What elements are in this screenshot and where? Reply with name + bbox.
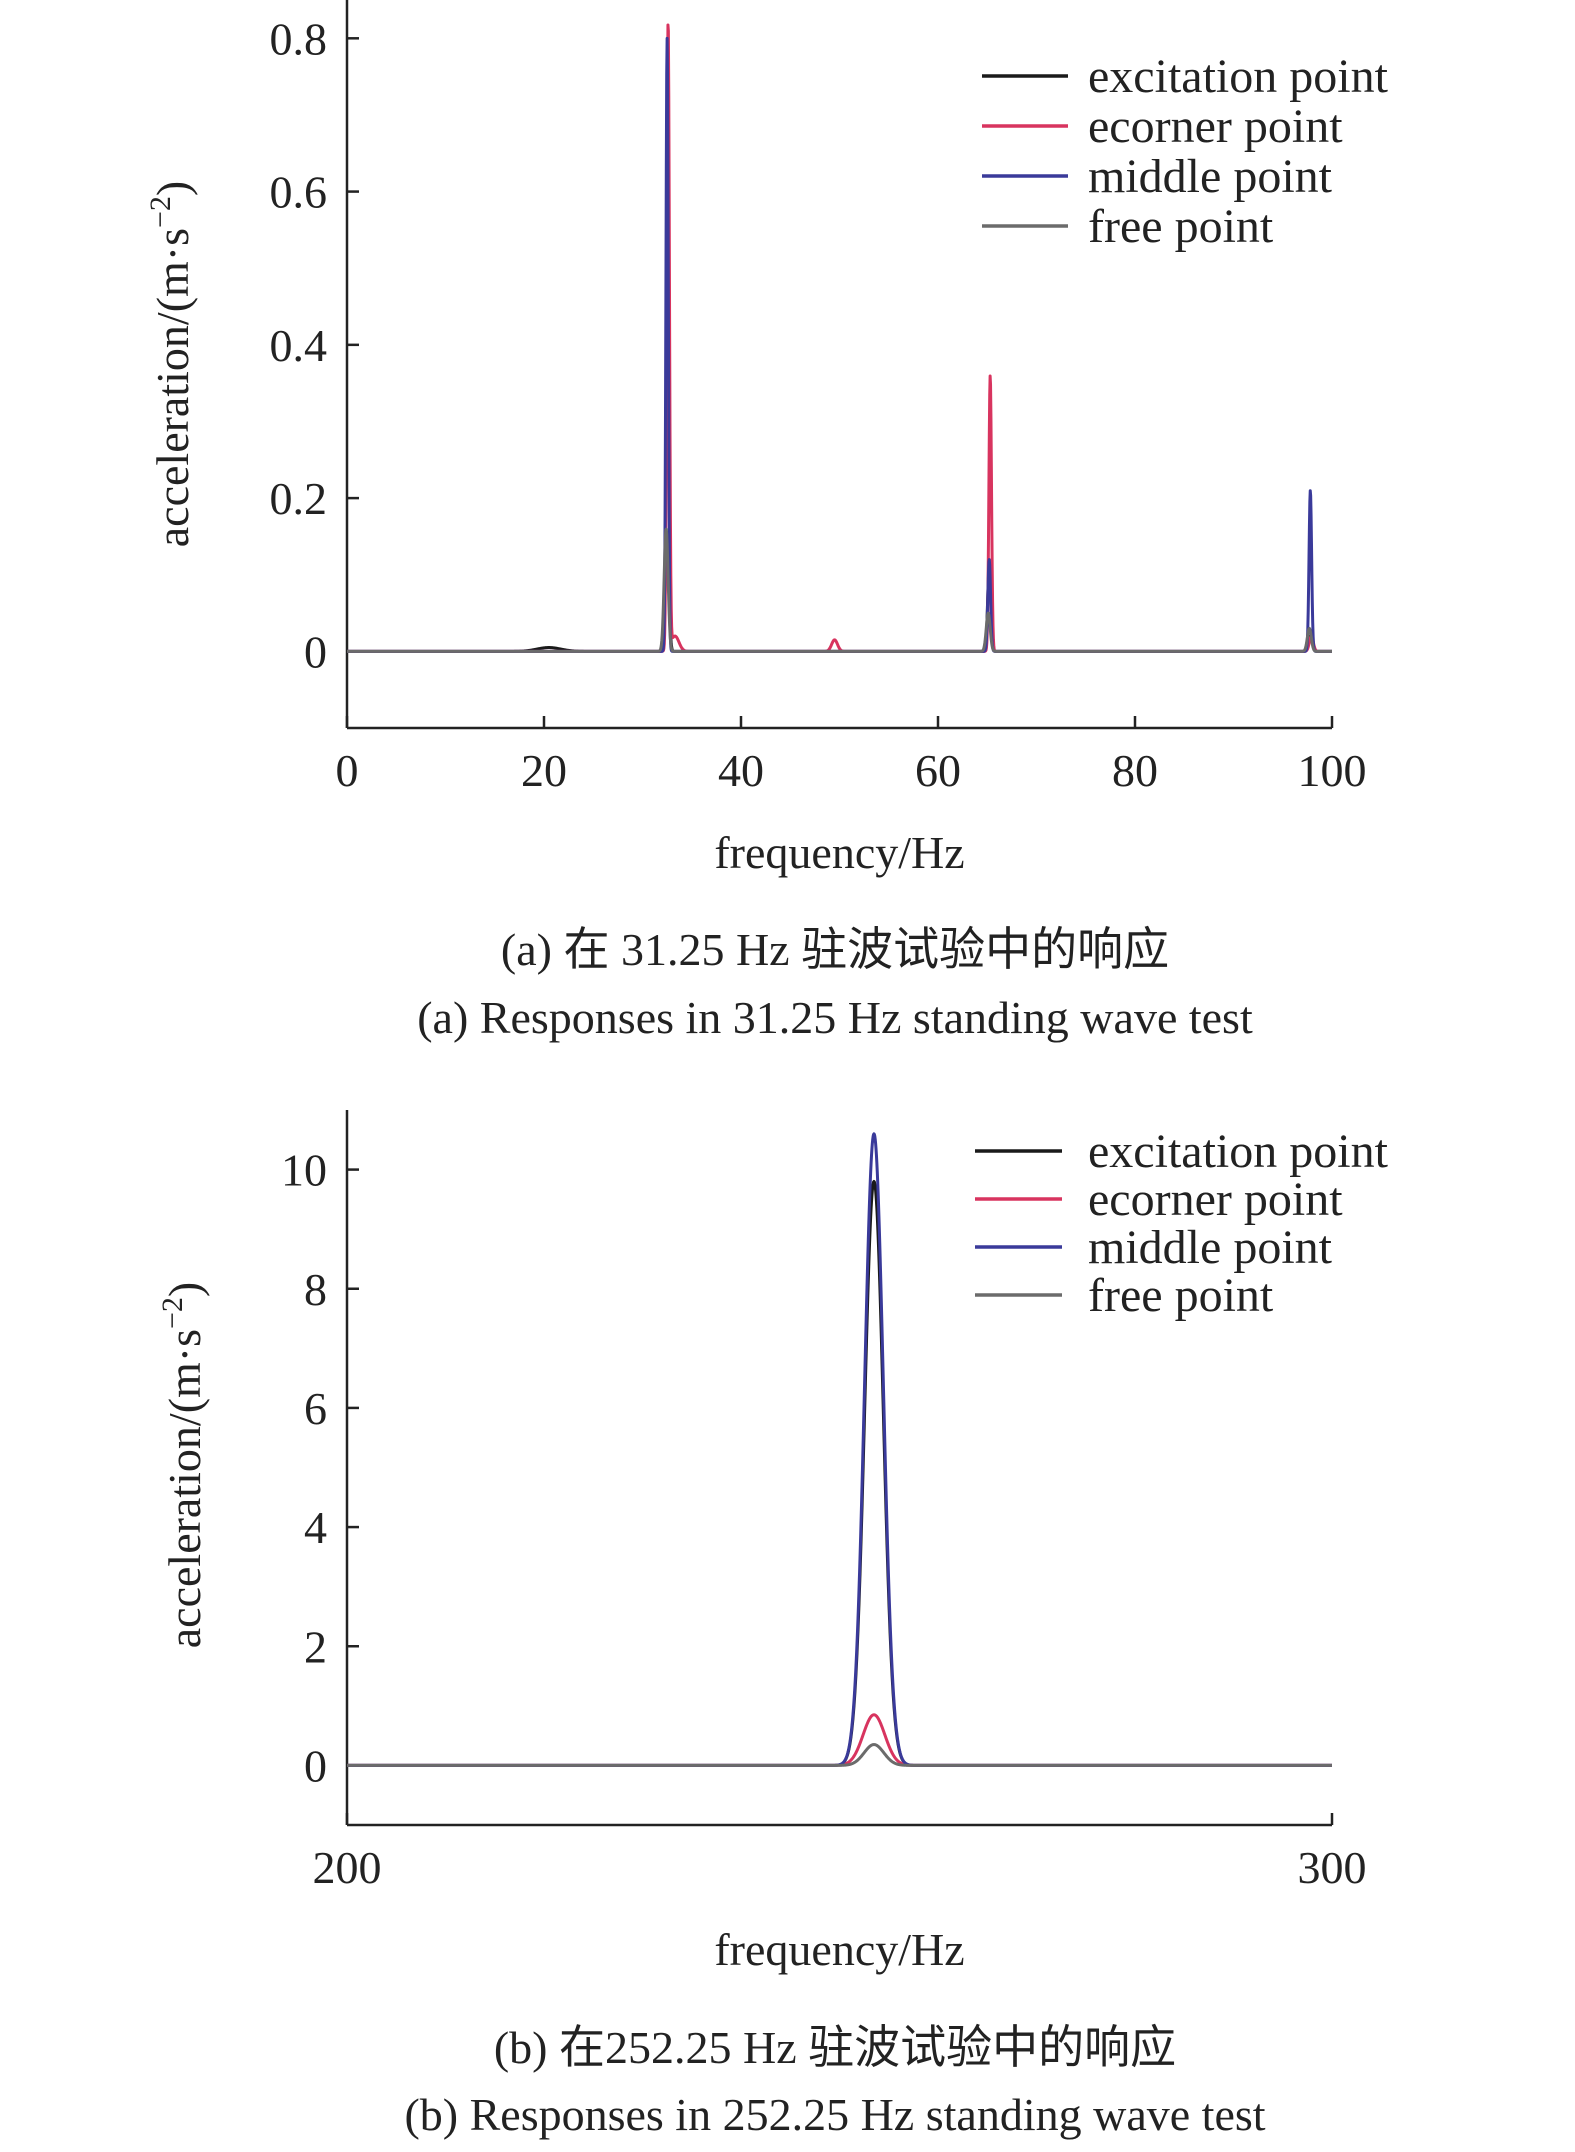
y-tick-label: 8 — [304, 1264, 327, 1315]
y-axis-label: acceleration/(m·s−2) — [156, 1282, 210, 1649]
series-line-ecorner-point — [345, 1713, 1334, 1767]
y-tick-label: 0.4 — [270, 320, 328, 371]
caption-en: (b) Responses in 252.25 Hz standing wave… — [404, 2089, 1265, 2140]
legend-label: ecorner point — [1088, 1173, 1343, 1226]
x-tick-label: 100 — [1298, 745, 1367, 796]
series-line-free-point — [345, 527, 1334, 653]
legend-label: free point — [1088, 200, 1274, 253]
x-axis-label: frequency/Hz — [714, 1924, 964, 1975]
legend-label: middle point — [1088, 1221, 1333, 1274]
chart-a: 0 0.2 0.4 0.6 0.8 0 20 40 60 80 100 excitation poin… — [144, 0, 1389, 1043]
caption-cn: (b) 在252.25 Hz 驻波试验中的响应 — [494, 2022, 1176, 2073]
series-line-excitation-point — [345, 534, 1334, 653]
y-tick-label: 0 — [304, 626, 327, 677]
x-tick-label: 300 — [1298, 1842, 1367, 1893]
y-tick-label: 0 — [304, 1740, 327, 1791]
caption-cn: (a) 在 31.25 Hz 驻波试验中的响应 — [501, 924, 1169, 975]
x-tick-label: 80 — [1112, 745, 1158, 796]
x-tick-label: 60 — [915, 745, 961, 796]
legend-label: ecorner point — [1088, 100, 1343, 153]
x-tick-label: 40 — [718, 745, 764, 796]
y-tick-label: 10 — [281, 1145, 327, 1196]
y-tick-label: 2 — [304, 1621, 327, 1672]
legend-label: excitation point — [1088, 1125, 1389, 1178]
y-tick-label: 0.2 — [270, 473, 328, 524]
legend-label: middle point — [1088, 150, 1333, 203]
caption-en: (a) Responses in 31.25 Hz standing wave … — [417, 992, 1253, 1043]
y-tick-label: 0.8 — [270, 13, 328, 64]
x-tick-label: 200 — [313, 1842, 382, 1893]
legend-label: free point — [1088, 1269, 1274, 1322]
series-line-free-point — [345, 1743, 1334, 1767]
y-axis-label: acceleration/(m·s−2) — [144, 181, 198, 548]
x-tick-label: 20 — [521, 745, 567, 796]
y-tick-label: 6 — [304, 1383, 327, 1434]
y-tick-label: 4 — [304, 1502, 327, 1553]
legend-label: excitation point — [1088, 50, 1389, 103]
y-tick-label: 0.6 — [270, 167, 328, 218]
x-tick-label: 0 — [336, 745, 359, 796]
x-axis-label: frequency/Hz — [714, 827, 964, 878]
